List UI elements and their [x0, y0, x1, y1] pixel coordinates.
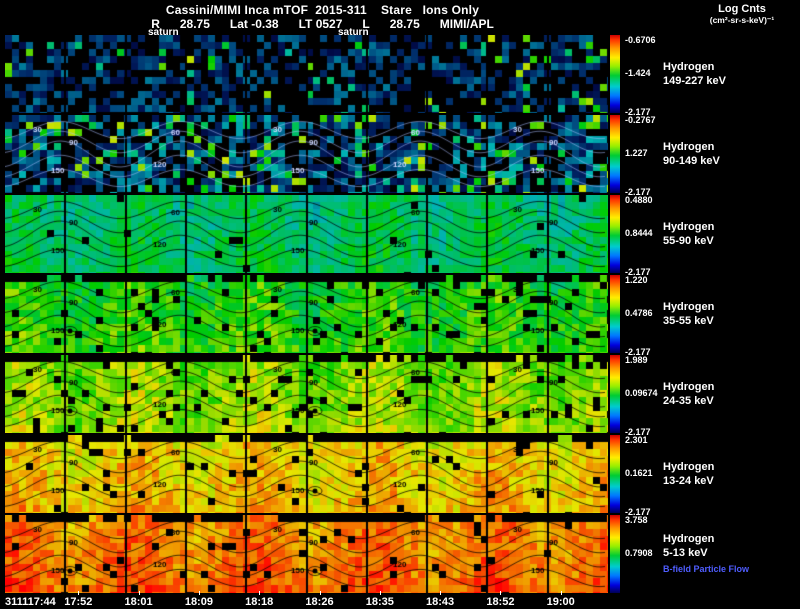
tick-mark: [198, 591, 200, 595]
time-tick-label-2: 18:01: [124, 596, 153, 608]
colorbar: [610, 515, 620, 593]
heatmap-panel-6: [5, 435, 608, 513]
time-tick-label-4: 18:18: [245, 596, 274, 608]
colorbar-value-bot: -2.177: [625, 187, 651, 197]
panel-row-6: 2.301 0.1621 -2.177 Hydrogen 13-24 keV: [5, 435, 800, 517]
colorbar-units-block: Log Cnts (cm²-sr-s-keV)⁻¹: [686, 3, 798, 26]
species-label: Hydrogen: [663, 533, 715, 545]
colorbar-value-mid: 0.4786: [625, 308, 653, 318]
energy-label-block: Hydrogen 149-227 keV: [663, 60, 800, 88]
time-tick-label-8: 18:52: [486, 596, 515, 608]
colorbar-value-bot: -2.177: [625, 107, 651, 117]
colorbar-value-top: 0.4880: [625, 195, 653, 205]
colorbar-value-mid: 0.7908: [625, 548, 653, 558]
colorbar: [610, 195, 620, 273]
tick-mark: [138, 591, 140, 595]
energy-label-block: Hydrogen 13-24 keV: [663, 460, 800, 488]
colorbar-value-top: 1.989: [625, 355, 648, 365]
time-tick-label-7: 18:43: [426, 596, 455, 608]
energy-range-label: 24-35 keV: [663, 395, 714, 407]
ephemeris-item-0: R: [151, 17, 160, 31]
colorbar-value-mid: 0.09674: [625, 388, 658, 398]
heatmap-panel-4: [5, 275, 608, 353]
time-axis: 311117:44 17:52 18:01 18:09 18:18 18:26 18:35 1…: [5, 591, 800, 609]
heatmap-panel-5: [5, 355, 608, 433]
time-tick-label-5: 18:26: [305, 596, 334, 608]
species-label: Hydrogen: [663, 301, 715, 313]
colorbar-value-mid: 1.227: [625, 148, 648, 158]
energy-label-block: Hydrogen 5-13 keV B-field Particle Flow: [663, 532, 800, 576]
time-tick-label-0: 311117:44: [5, 596, 56, 608]
heatmap-panel-2: [5, 115, 608, 193]
energy-range-label: 5-13 keV: [663, 547, 708, 559]
colorbar-value-mid: -1.424: [625, 68, 651, 78]
colorbar-value-bot: -2.177: [625, 347, 651, 357]
spectrogram-panel-stack: -0.6706 -1.424 -2.177 Hydrogen 149-227 keV -0…: [5, 35, 800, 595]
saturn-marker-label-1: saturn: [148, 27, 179, 38]
energy-label-block: Hydrogen 55-90 keV: [663, 220, 800, 248]
colorbar-value-bot: -2.177: [625, 267, 651, 277]
species-label: Hydrogen: [663, 381, 715, 393]
colorbar-value-bot: -2.177: [625, 427, 651, 437]
ephemeris-item-2: Lat -0.38: [229, 17, 279, 31]
heatmap-panel-7: [5, 515, 608, 593]
energy-range-label: 55-90 keV: [663, 235, 714, 247]
tick-mark: [379, 591, 381, 595]
tick-mark: [500, 591, 502, 595]
colorbar-value-top: 2.301: [625, 435, 648, 445]
colorbar-value-top: -0.6706: [625, 35, 656, 45]
ephemeris-item-5: 28.75: [389, 17, 420, 31]
log-cnts-units-label: (cm²-sr-s-keV)⁻¹: [709, 15, 775, 25]
colorbar-value-top: 3.758: [625, 515, 648, 525]
log-cnts-label: Log Cnts: [718, 3, 766, 15]
bfield-particle-flow-label: B-field Particle Flow: [663, 564, 750, 574]
time-tick-label-9: 19:00: [546, 596, 575, 608]
tick-mark: [440, 591, 442, 595]
ephemeris-item-3: LT 0527: [298, 17, 343, 31]
colorbar: [610, 35, 620, 113]
colorbar: [610, 275, 620, 353]
energy-label-block: Hydrogen 90-149 keV: [663, 140, 800, 168]
species-label: Hydrogen: [663, 461, 715, 473]
colorbar-value-top: -0.2767: [625, 115, 656, 125]
panel-row-5: 1.989 0.09674 -2.177 Hydrogen 24-35 keV: [5, 355, 800, 437]
species-label: Hydrogen: [663, 221, 715, 233]
panel-row-1: -0.6706 -1.424 -2.177 Hydrogen 149-227 keV: [5, 35, 800, 117]
heatmap-panel-3: [5, 195, 608, 273]
panel-row-7: 3.758 0.7908 Hydrogen 5-13 keV B-field Parti…: [5, 515, 800, 593]
energy-label-block: Hydrogen 35-55 keV: [663, 300, 800, 328]
colorbar-value-mid: 0.8444: [625, 228, 653, 238]
energy-range-label: 13-24 keV: [663, 475, 714, 487]
colorbar: [610, 355, 620, 433]
energy-label-block: Hydrogen 24-35 keV: [663, 380, 800, 408]
panel-row-2: -0.2767 1.227 -2.177 Hydrogen 90-149 keV: [5, 115, 800, 197]
tick-mark: [259, 591, 261, 595]
species-label: Hydrogen: [663, 141, 715, 153]
time-tick-label-3: 18:09: [184, 596, 213, 608]
heatmap-panel-1: [5, 35, 608, 113]
tick-mark: [78, 591, 80, 595]
tick-mark: [319, 591, 321, 595]
time-tick-label-6: 18:35: [365, 596, 394, 608]
tick-mark: [560, 591, 562, 595]
colorbar: [610, 115, 620, 193]
energy-range-label: 149-227 keV: [663, 75, 726, 87]
colorbar-value-bot: -2.177: [625, 507, 651, 517]
ephemeris-item-1: 28.75: [179, 17, 210, 31]
page-title: Cassini/MIMI Inca mTOF 2015-311 Stare Io…: [165, 3, 480, 17]
saturn-marker-label-2: saturn: [338, 27, 369, 38]
colorbar-value-top: 1.220: [625, 275, 648, 285]
ephemeris-item-6: MIMI/APL: [439, 17, 494, 31]
time-tick-label-1: 17:52: [64, 596, 93, 608]
panel-row-4: 1.220 0.4786 -2.177 Hydrogen 35-55 keV: [5, 275, 800, 357]
panel-row-3: 0.4880 0.8444 -2.177 Hydrogen 55-90 keV: [5, 195, 800, 277]
ephemeris-line: R 28.75 Lat -0.38 LT 0527 L 28.75 MIMI/APL: [0, 17, 645, 31]
energy-range-label: 35-55 keV: [663, 315, 714, 327]
colorbar-value-mid: 0.1621: [625, 468, 653, 478]
ephemeris-item-4: L: [362, 17, 370, 31]
energy-range-label: 90-149 keV: [663, 155, 720, 167]
colorbar: [610, 435, 620, 513]
species-label: Hydrogen: [663, 61, 715, 73]
